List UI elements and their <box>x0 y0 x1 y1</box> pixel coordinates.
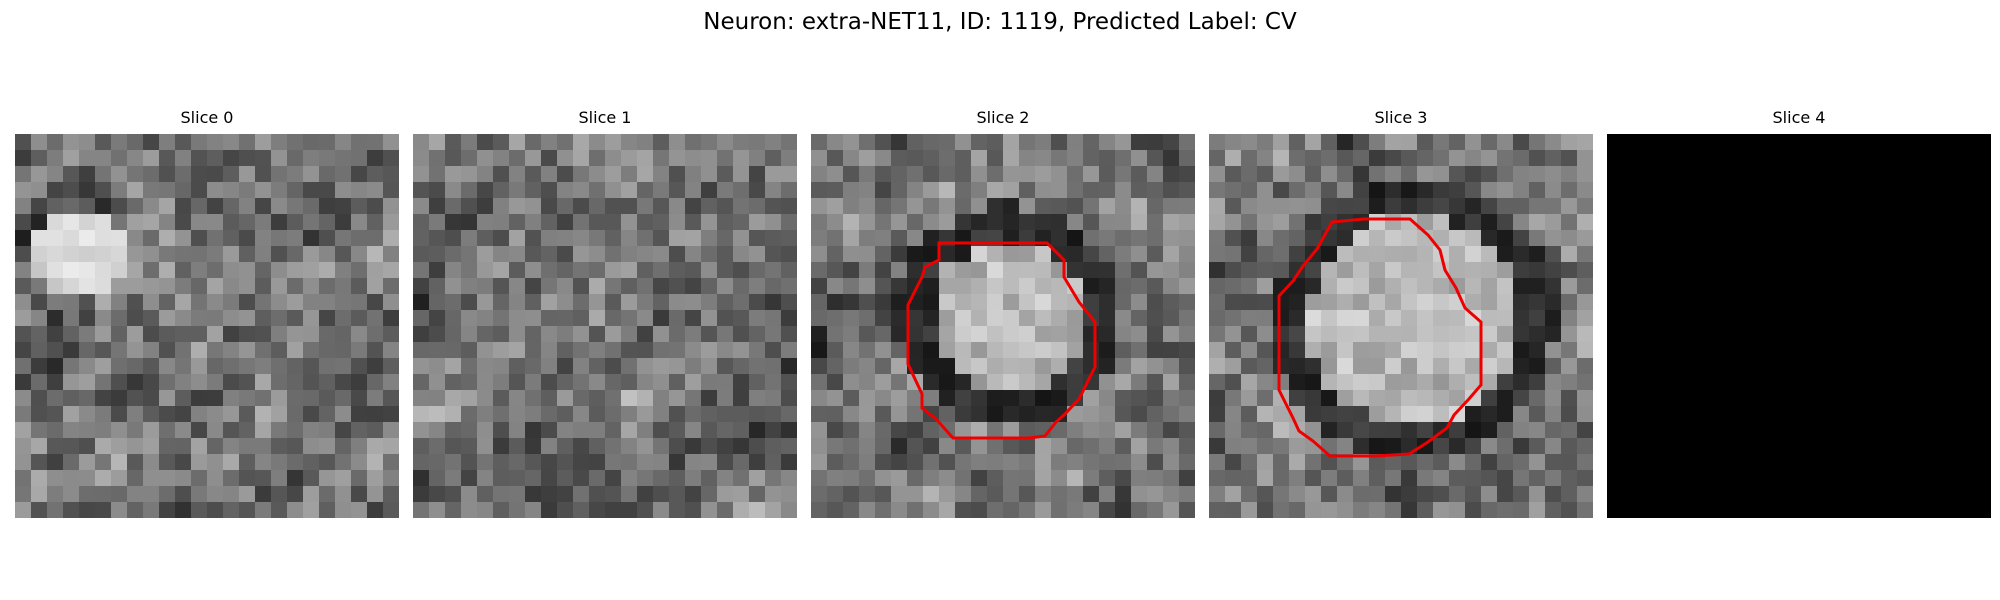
slice-title: Slice 2 <box>976 108 1030 127</box>
slice-title: Slice 0 <box>180 108 234 127</box>
slice-image <box>413 134 797 518</box>
figure-title: Neuron: extra-NET11, ID: 1119, Predicted… <box>703 9 1297 35</box>
slice-pixels <box>15 134 399 518</box>
slice-pixels <box>811 134 1195 518</box>
slice-title: Slice 4 <box>1772 108 1826 127</box>
slice-title: Slice 3 <box>1374 108 1428 127</box>
slice-image <box>811 134 1195 518</box>
contour-overlay <box>906 241 1097 440</box>
cell-contour <box>1277 217 1483 458</box>
slice-title: Slice 1 <box>578 108 632 127</box>
slice-pixels <box>413 134 797 518</box>
slice-image <box>1607 134 1991 518</box>
cell-contour <box>906 241 1097 440</box>
contour-overlay <box>1277 217 1483 458</box>
slice-pixels <box>1607 134 1991 518</box>
slice-image <box>1209 134 1593 518</box>
slice-image <box>15 134 399 518</box>
